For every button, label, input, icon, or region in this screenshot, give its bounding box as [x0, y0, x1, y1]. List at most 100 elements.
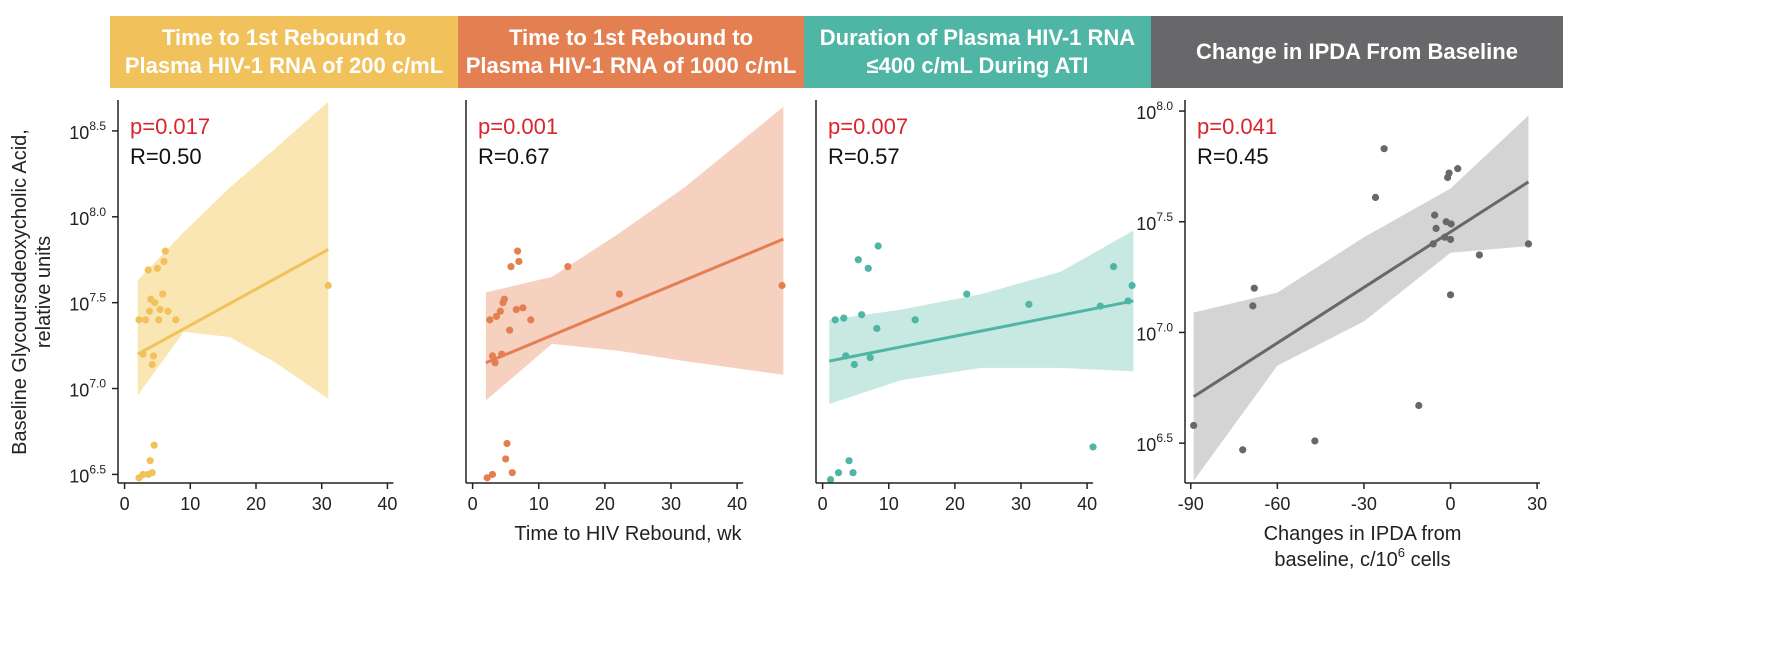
data-point [512, 305, 520, 314]
regression-line-4 [1192, 180, 1530, 398]
x-tick-label: -60 [1264, 494, 1290, 514]
data-point [486, 316, 494, 324]
data-point [155, 316, 163, 324]
x-tick-label: 10 [180, 494, 200, 514]
data-point [172, 316, 180, 324]
panel-2: 0 10 20 30 40 p=0.001 R=0.67 Time to HIV Reboun… [465, 100, 786, 545]
data-point [519, 304, 527, 312]
data-point [1445, 169, 1453, 177]
data-point [506, 326, 514, 334]
data-point [963, 290, 971, 298]
header-panel-3: Duration of Plasma HIV-1 RNA ≤400 c/mL Du… [804, 16, 1151, 88]
regression-line-3 [828, 299, 1134, 363]
x-tick-label: 10 [529, 494, 549, 514]
panel-3: 0 10 20 30 40 p=0.007 R=0.57 [815, 100, 1136, 514]
x-axis-title-line-2: baseline, c/106 cells [1274, 545, 1450, 571]
regression-line-2 [485, 237, 784, 365]
data-point [498, 350, 506, 358]
data-point [161, 247, 169, 255]
data-point [1446, 291, 1455, 299]
data-point [513, 247, 522, 255]
data-point [1380, 145, 1388, 153]
data-point [911, 316, 919, 324]
data-point [159, 290, 167, 298]
data-point [874, 242, 882, 250]
y-tick-label: 107.5 [69, 291, 106, 315]
data-point [515, 257, 523, 266]
header-panel-4: Change in IPDA From Baseline [1151, 16, 1563, 88]
x-tick-label: 40 [727, 494, 747, 514]
data-point [144, 266, 152, 274]
data-point [1447, 220, 1455, 228]
x-tick-label: -30 [1351, 494, 1377, 514]
data-point [873, 324, 881, 333]
data-point [1128, 281, 1136, 290]
p-value-label-1: p=0.017 [130, 114, 210, 139]
data-point [483, 474, 491, 482]
p-value-label-2: p=0.001 [478, 114, 558, 139]
data-point [1124, 297, 1132, 305]
y-tick-label: 106.5 [69, 462, 106, 486]
data-point [160, 257, 168, 266]
data-point [778, 281, 786, 290]
data-point [146, 457, 154, 465]
data-point [849, 469, 857, 477]
data-point [142, 316, 150, 324]
data-point [1025, 300, 1033, 308]
data-point [135, 316, 143, 324]
data-point [527, 316, 535, 324]
y-tick-label: 107.0 [69, 377, 106, 401]
header-2-line-1: Time to 1st Rebound to [508, 25, 754, 50]
data-point [1429, 240, 1437, 248]
data-point [845, 457, 853, 465]
confidence-band-4 [1193, 115, 1529, 481]
y-tick-label: 108.5 [69, 119, 106, 143]
y-tick-label: 107.0 [1136, 320, 1173, 344]
header-4-line-1: Change in IPDA From Baseline [1196, 39, 1518, 64]
data-point [864, 264, 872, 272]
data-point [488, 470, 497, 479]
data-point [496, 307, 504, 315]
header-1-line-2: Plasma HIV-1 RNA of 200 c/mL [124, 53, 444, 78]
data-point [1431, 211, 1439, 219]
x-tick-label: 20 [595, 494, 615, 514]
data-point [150, 441, 158, 449]
data-point [834, 469, 843, 477]
x-tick-label: 30 [1011, 494, 1031, 514]
x-tick-label: 40 [377, 494, 397, 514]
data-point [826, 475, 835, 484]
data-point [507, 262, 515, 271]
panel-1: 0 10 20 30 40 106.5 107.0 107.5 108.0 108.5 p=0.01… [69, 100, 397, 514]
data-point [850, 360, 858, 369]
data-point [151, 299, 159, 307]
data-point [145, 307, 154, 315]
y-axis-title: Baseline Glycoursodeoxycholic Acid, rela… [9, 129, 55, 455]
data-point [1475, 251, 1483, 259]
data-point [492, 312, 501, 321]
data-point [149, 352, 158, 360]
confidence-band-2 [485, 106, 784, 401]
data-point [1415, 401, 1423, 410]
data-point [502, 455, 510, 463]
x-tick-label: -90 [1178, 494, 1204, 514]
data-point [1441, 233, 1449, 241]
r-value-label-3: R=0.57 [828, 144, 900, 169]
data-point [615, 290, 624, 298]
header-1-line-1: Time to 1st Rebound to [161, 25, 407, 50]
x-tick-label: 20 [945, 494, 965, 514]
data-point [1446, 235, 1455, 244]
header-3-line-1: Duration of Plasma HIV-1 RNA [819, 25, 1136, 50]
x-tick-label: 0 [468, 494, 478, 514]
data-point [866, 354, 874, 362]
data-point [854, 256, 862, 264]
y-tick-label: 106.5 [1136, 431, 1173, 455]
header-panel-2: Time to 1st Rebound to Plasma HIV-1 RNA o… [458, 16, 804, 88]
x-axis-title-line-1: Changes in IPDA from [1264, 523, 1462, 545]
x-tick-label: 20 [246, 494, 266, 514]
x-tick-label: 10 [879, 494, 899, 514]
p-value-label-4: p=0.041 [1197, 114, 1277, 139]
data-point [1432, 224, 1440, 233]
data-point [1089, 443, 1097, 451]
data-point [564, 262, 572, 271]
y-axis-title-line-1: Baseline Glycoursodeoxycholic Acid, [9, 129, 31, 455]
